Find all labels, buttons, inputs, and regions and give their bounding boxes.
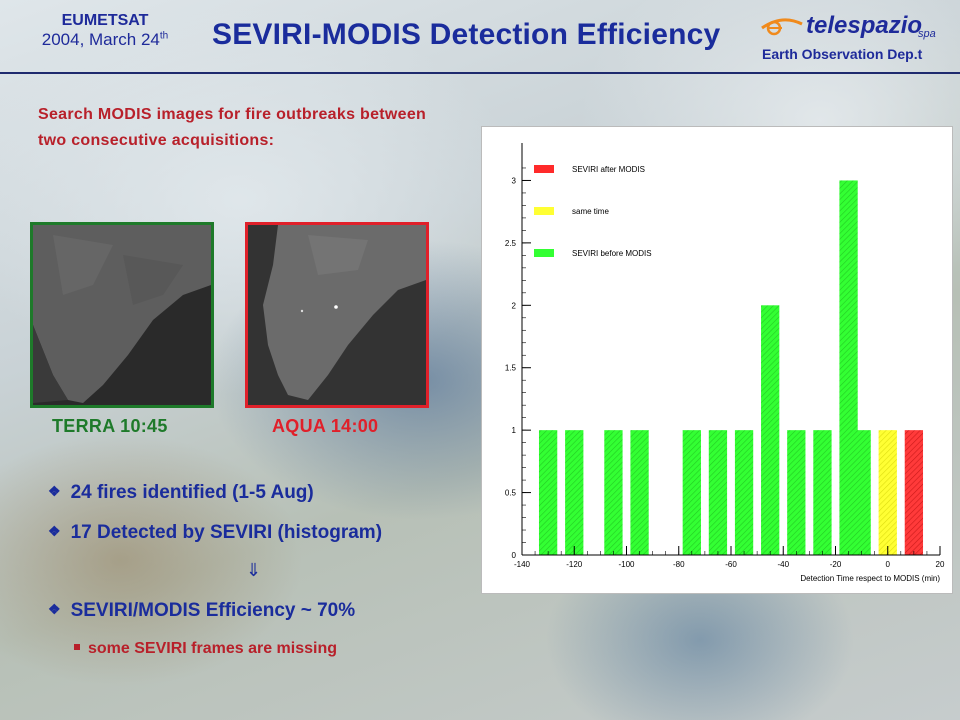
histogram-bar xyxy=(852,430,871,555)
x-tick-label: -40 xyxy=(777,560,789,569)
histogram-bar xyxy=(630,430,649,555)
histogram-svg: 0 0.5 1 1.5 2 2.5 3 -140 -120 -100 -80 -60 -40 -20 0 20… xyxy=(505,143,945,583)
histogram-bar xyxy=(682,430,701,555)
finding-item: ❖ 17 Detected by SEVIRI (histogram) xyxy=(48,522,382,544)
diamond-bullet-icon: ❖ xyxy=(48,483,61,499)
x-axis-label: Detection Time respect to MODIS (min) xyxy=(800,574,940,583)
detection-histogram: 0 0.5 1 1.5 2 2.5 3 -140 -120 -100 -80 -60 -40 -20 0 20… xyxy=(481,126,953,594)
histogram-bar xyxy=(787,430,806,555)
sub-finding-item: some SEVIRI frames are missing xyxy=(74,640,337,658)
slide-title: SEVIRI-MODIS Detection Efficiency xyxy=(212,18,721,51)
date-suffix: th xyxy=(159,30,169,42)
organization-block: EUMETSAT 2004, March 24th xyxy=(30,12,180,50)
x-tick-label: -140 xyxy=(514,560,531,569)
histogram-bar xyxy=(904,430,924,555)
x-tick-label: -120 xyxy=(566,560,583,569)
legend-swatch xyxy=(534,165,554,173)
aqua-satellite-image xyxy=(245,222,429,408)
diamond-bullet-icon: ❖ xyxy=(48,523,61,539)
x-tick-label: -100 xyxy=(618,560,635,569)
histogram-bar xyxy=(604,430,623,555)
orbit-swoosh-icon xyxy=(761,18,803,36)
organization-name: EUMETSAT xyxy=(61,12,149,29)
x-tick-label: -20 xyxy=(830,560,842,569)
x-tick-label: 0 xyxy=(886,560,891,569)
square-bullet-icon xyxy=(74,644,80,650)
date-text: 2004, March 24 xyxy=(41,30,160,49)
logo-wordmark: telespazio xyxy=(806,12,923,39)
presentation-date: 2004, March 24th xyxy=(30,30,180,50)
finding-text: 24 fires identified (1-5 Aug) xyxy=(70,482,314,503)
fire-hotspot xyxy=(334,305,338,309)
intro-text: Search MODIS images for fire outbreaks b… xyxy=(38,106,427,149)
sub-finding-text: some SEVIRI frames are missing xyxy=(88,640,337,657)
finding-item: ❖ 24 fires identified (1-5 Aug) xyxy=(48,482,314,504)
header-divider xyxy=(0,72,960,74)
finding-item: ❖ SEVIRI/MODIS Efficiency ~ 70% xyxy=(48,600,355,622)
x-tick-label: -80 xyxy=(673,560,685,569)
y-tick-label: 3 xyxy=(512,176,517,185)
down-arrow-icon: ⇓ xyxy=(246,560,262,580)
y-tick-label: 0 xyxy=(512,551,517,560)
y-tick-label: 2.5 xyxy=(505,239,517,248)
histogram-bar xyxy=(878,430,897,555)
histogram-bar xyxy=(708,430,728,555)
x-tick-label: -60 xyxy=(725,560,737,569)
finding-text: 17 Detected by SEVIRI (histogram) xyxy=(70,522,383,543)
y-tick-label: 0.5 xyxy=(505,489,517,498)
legend-swatch xyxy=(534,249,554,257)
diamond-bullet-icon: ❖ xyxy=(48,601,61,617)
histogram-bar xyxy=(565,430,584,555)
y-tick-label: 1.5 xyxy=(505,364,517,373)
histogram-bar xyxy=(734,430,754,555)
logo-spa: spa xyxy=(918,28,936,40)
terra-image-label: TERRA 10:45 xyxy=(52,416,168,436)
aqua-image-label: AQUA 14:00 xyxy=(272,416,379,436)
legend-label: SEVIRI after MODIS xyxy=(572,165,645,174)
legend-swatch xyxy=(534,207,554,215)
finding-text: SEVIRI/MODIS Efficiency ~ 70% xyxy=(70,600,356,621)
y-tick-label: 2 xyxy=(512,301,517,310)
histogram-bar xyxy=(761,305,780,555)
fire-hotspot xyxy=(300,309,304,313)
legend-label: same time xyxy=(572,207,609,216)
terra-satellite-image xyxy=(30,222,214,408)
histogram-bar xyxy=(813,430,832,555)
x-tick-label: 20 xyxy=(936,560,945,569)
telespazio-logo: telespazio spa Earth Observation Dep.t xyxy=(758,8,953,68)
department-name: Earth Observation Dep.t xyxy=(762,46,923,62)
y-tick-label: 1 xyxy=(512,426,517,435)
legend-label: SEVIRI before MODIS xyxy=(572,249,652,258)
histogram-bar xyxy=(538,430,558,555)
